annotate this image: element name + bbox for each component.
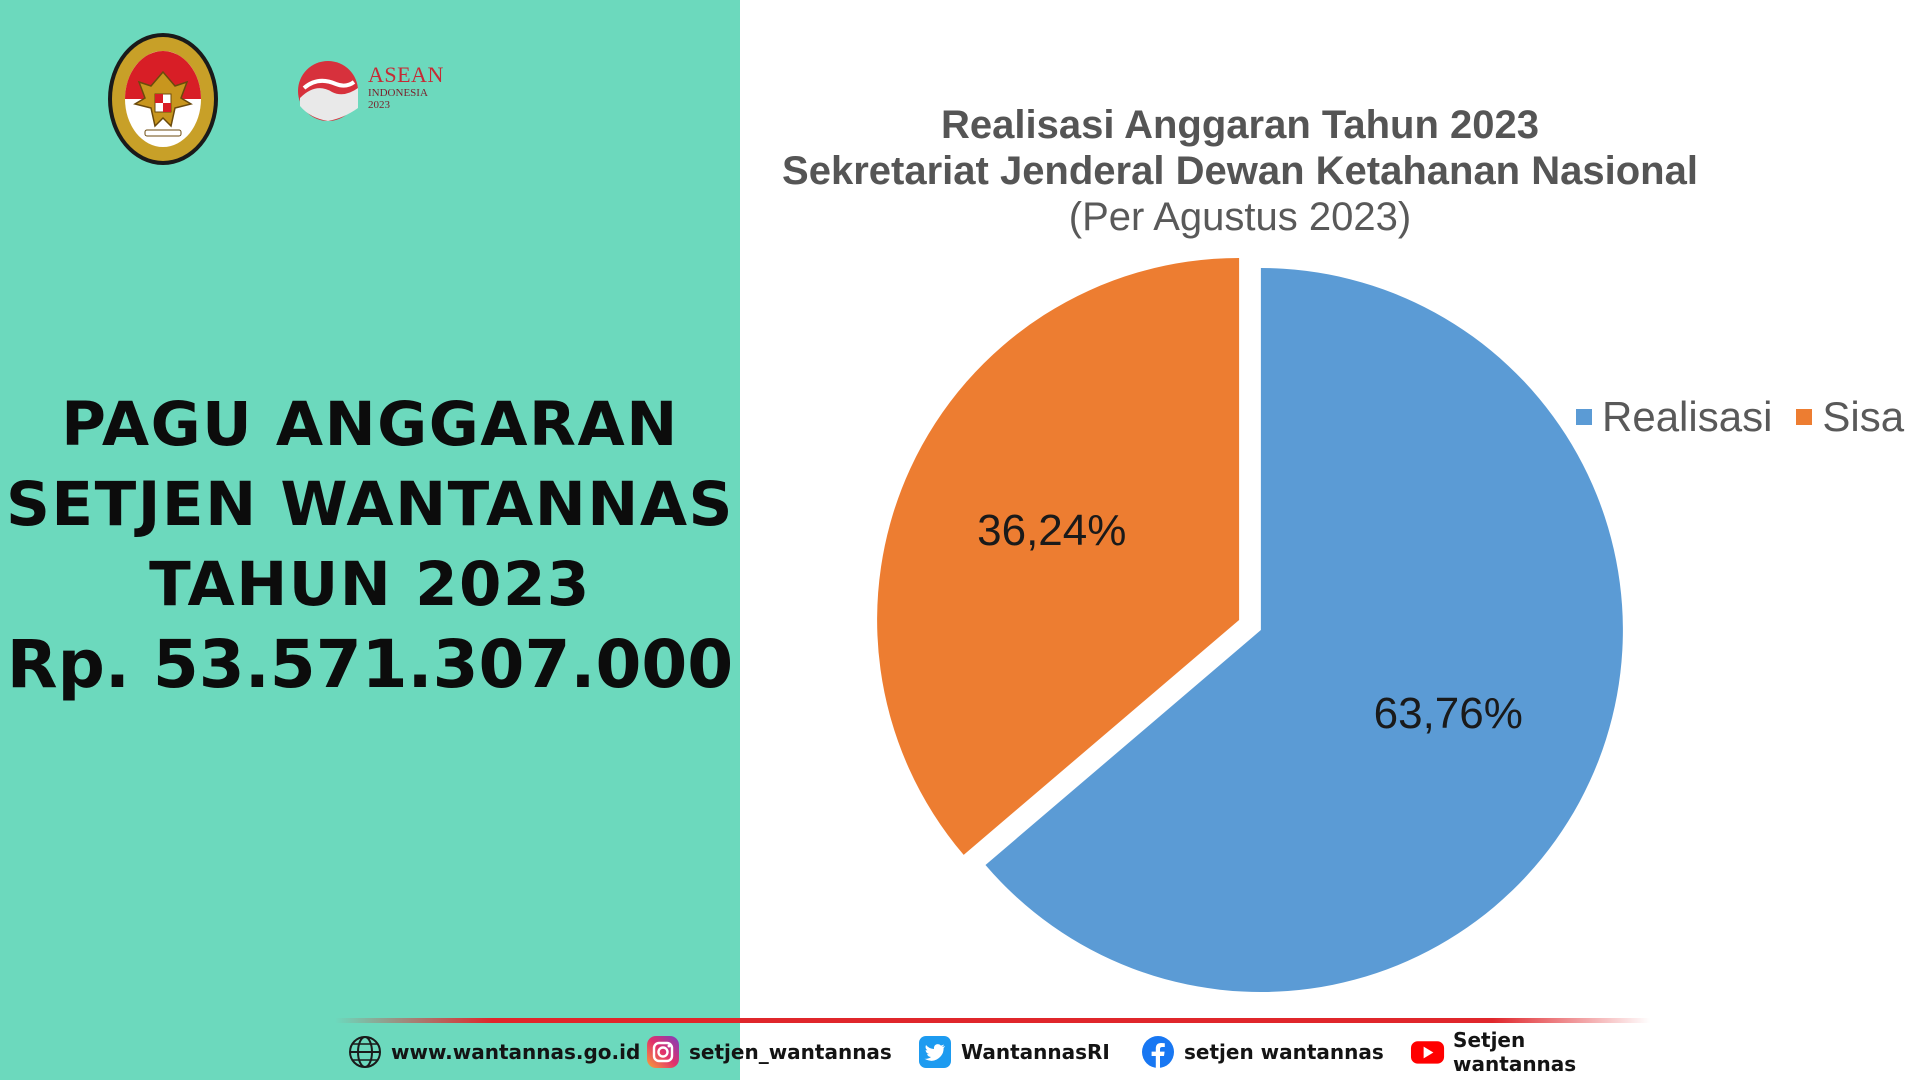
- pie-slice-realisasi: [985, 268, 1623, 993]
- wantannas-emblem-icon: [105, 30, 221, 168]
- footer-youtube-text: Setjen wantannas: [1453, 1028, 1577, 1076]
- footer-youtube-link[interactable]: Setjen wantannas: [1410, 1028, 1650, 1076]
- footer-website-text: www.wantannas.go.id: [391, 1040, 641, 1064]
- chart-subtitle: Sekretariat Jenderal Dewan Ketahanan Nas…: [782, 149, 1698, 193]
- instagram-icon: [647, 1036, 679, 1068]
- asean-year: 2023: [368, 99, 390, 111]
- footer-website-link[interactable]: www.wantannas.go.id: [347, 1034, 640, 1070]
- headline-line-2: SETJEN WANTANNAS: [5, 469, 734, 540]
- twitter-icon: [919, 1036, 951, 1068]
- footer-social-bar: www.wantannas.go.id setjen_wantannas Wan…: [335, 1012, 1650, 1076]
- youtube-icon: [1410, 1041, 1445, 1064]
- headline-line-3: TAHUN 2023: [149, 549, 591, 620]
- footer-facebook-link[interactable]: setjen wantannas: [1140, 1034, 1384, 1070]
- footer-twitter-text: WantannasRI: [961, 1040, 1110, 1064]
- asean-indonesia-logo: ASEAN INDONESIA 2023: [296, 58, 446, 124]
- footer-twitter-link[interactable]: WantannasRI: [917, 1034, 1110, 1070]
- asean-indonesia-logo-icon: [298, 61, 358, 121]
- headline-line-1: PAGU ANGGARAN: [61, 389, 679, 460]
- budget-amount: Rp. 53.571.307.000: [6, 626, 734, 703]
- footer-facebook-text: setjen wantannas: [1184, 1040, 1384, 1064]
- pie-chart: Realisasi Anggaran Tahun 2023 Sekretaria…: [740, 0, 1920, 1020]
- data-label-sisa: 36,24%: [977, 506, 1126, 555]
- chart-legend: Realisasi Sisa: [1576, 392, 1904, 442]
- legend-item-sisa: Sisa: [1796, 393, 1904, 441]
- pie-slice-sisa: [877, 257, 1240, 855]
- footer-instagram-link[interactable]: setjen_wantannas: [645, 1034, 892, 1070]
- globe-icon: [349, 1036, 381, 1068]
- legend-swatch-realisasi: [1576, 409, 1592, 425]
- budget-headline: PAGU ANGGARAN SETJEN WANTANNAS TAHUN 202…: [0, 385, 740, 705]
- chart-subtitle-period: (Per Agustus 2023): [1068, 195, 1412, 239]
- legend-item-realisasi: Realisasi: [1576, 393, 1772, 441]
- legend-swatch-sisa: [1796, 409, 1813, 425]
- legend-label-realisasi: Realisasi: [1602, 393, 1773, 440]
- footer-divider-line: [335, 1018, 1650, 1023]
- left-panel: ASEAN INDONESIA 2023 PAGU ANGGARAN SETJE…: [0, 0, 740, 1080]
- facebook-icon: [1142, 1036, 1174, 1068]
- data-label-realisasi: 63,76%: [1374, 689, 1523, 738]
- asean-title: ASEAN: [368, 62, 444, 87]
- footer-instagram-text: setjen_wantannas: [689, 1040, 892, 1064]
- asean-subtitle: INDONESIA: [368, 87, 428, 99]
- legend-label-sisa: Sisa: [1822, 393, 1905, 440]
- pie-chart-svg: 63,76% 36,24%: [877, 257, 1623, 993]
- chart-title: Realisasi Anggaran Tahun 2023: [941, 103, 1539, 147]
- chart-title-block: Realisasi Anggaran Tahun 2023 Sekretaria…: [740, 102, 1740, 240]
